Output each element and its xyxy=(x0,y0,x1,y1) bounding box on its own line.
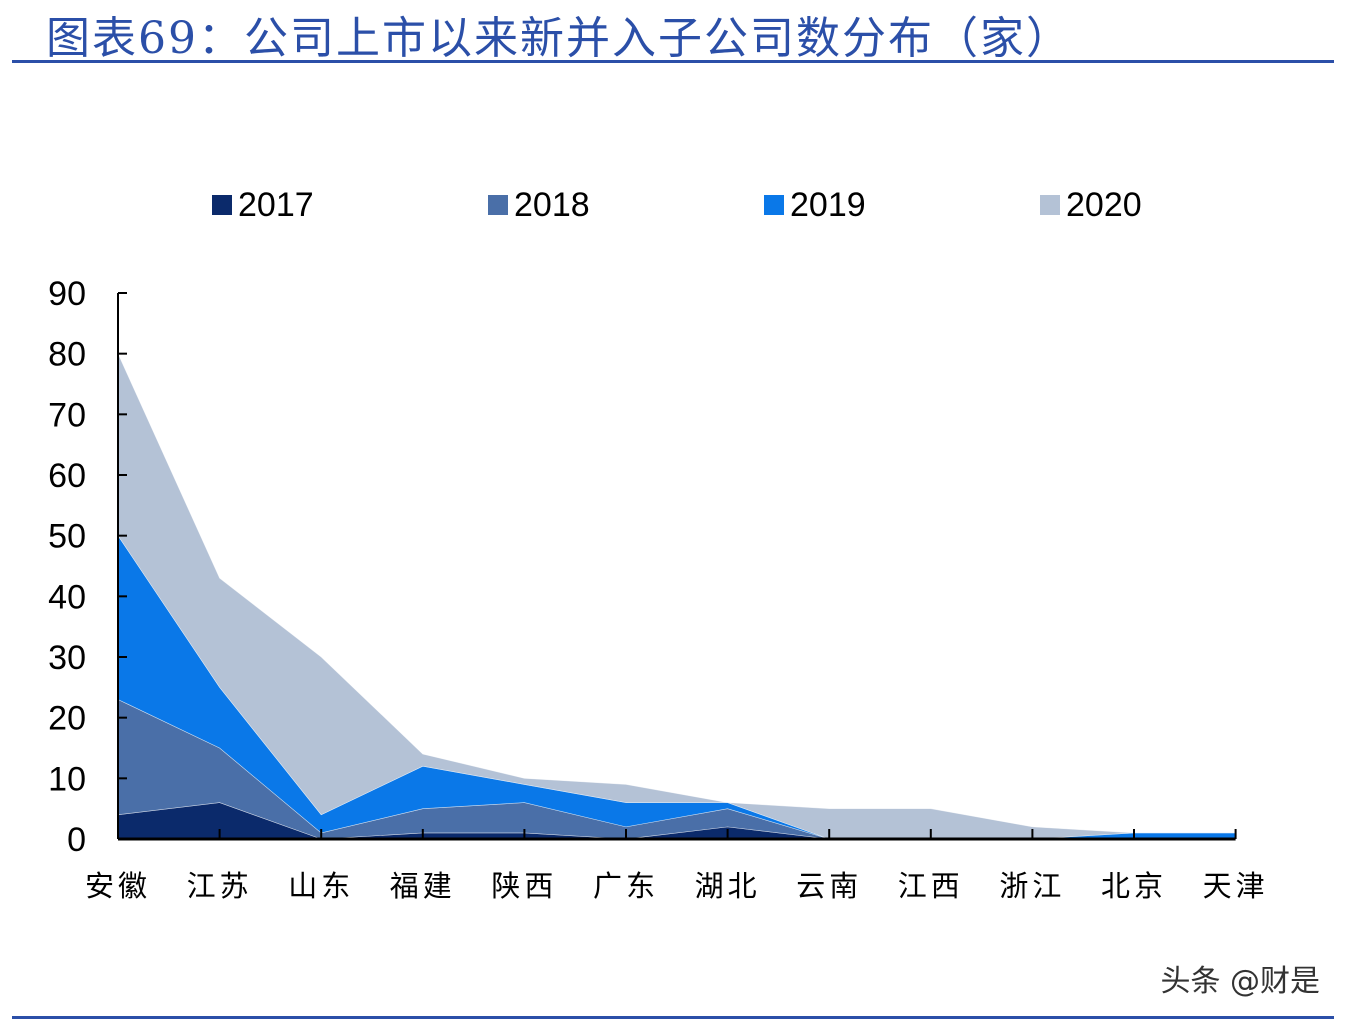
legend-swatch-2018 xyxy=(488,195,508,215)
area-2020 xyxy=(117,353,1236,840)
y-tick-label: 80 xyxy=(48,336,86,374)
x-tick-label: 陕西 xyxy=(491,869,557,903)
y-tick-label: 40 xyxy=(48,578,86,616)
x-tick-label: 北京 xyxy=(1101,869,1167,903)
bottom-divider xyxy=(12,1016,1334,1019)
x-tick-label: 湖北 xyxy=(695,869,761,903)
legend-label-2020: 2020 xyxy=(1066,186,1142,224)
y-tick-label: 60 xyxy=(48,457,86,495)
legend-swatch-2019 xyxy=(764,195,784,215)
x-tick-label: 山东 xyxy=(288,869,354,903)
watermark: 头条 @财是 xyxy=(1160,964,1320,999)
y-tick-label: 20 xyxy=(48,700,86,738)
y-tick-label: 10 xyxy=(48,760,86,798)
title-divider xyxy=(12,60,1334,63)
x-tick-label: 江西 xyxy=(898,869,964,903)
legend-label-2018: 2018 xyxy=(514,186,590,224)
legend-swatch-2017 xyxy=(212,195,232,215)
y-tick-label: 90 xyxy=(48,275,86,313)
x-tick-label: 江苏 xyxy=(187,869,253,903)
legend-label-2019: 2019 xyxy=(790,186,866,224)
y-tick-label: 70 xyxy=(48,396,86,434)
x-tick-label: 天津 xyxy=(1203,869,1269,903)
y-tick-label: 0 xyxy=(67,821,86,859)
legend-swatch-2020 xyxy=(1040,195,1060,215)
y-tick-label: 30 xyxy=(48,639,86,677)
chart-title: 图表69：公司上市以来新并入子公司数分布（家） xyxy=(46,13,1072,64)
x-tick-label: 云南 xyxy=(796,869,862,903)
legend-label-2017: 2017 xyxy=(238,186,314,224)
x-tick-label: 广东 xyxy=(593,869,659,903)
x-tick-label: 福建 xyxy=(390,869,456,903)
y-tick-label: 50 xyxy=(48,518,86,556)
x-tick-label: 安徽 xyxy=(85,869,151,903)
x-tick-label: 浙江 xyxy=(999,869,1065,903)
